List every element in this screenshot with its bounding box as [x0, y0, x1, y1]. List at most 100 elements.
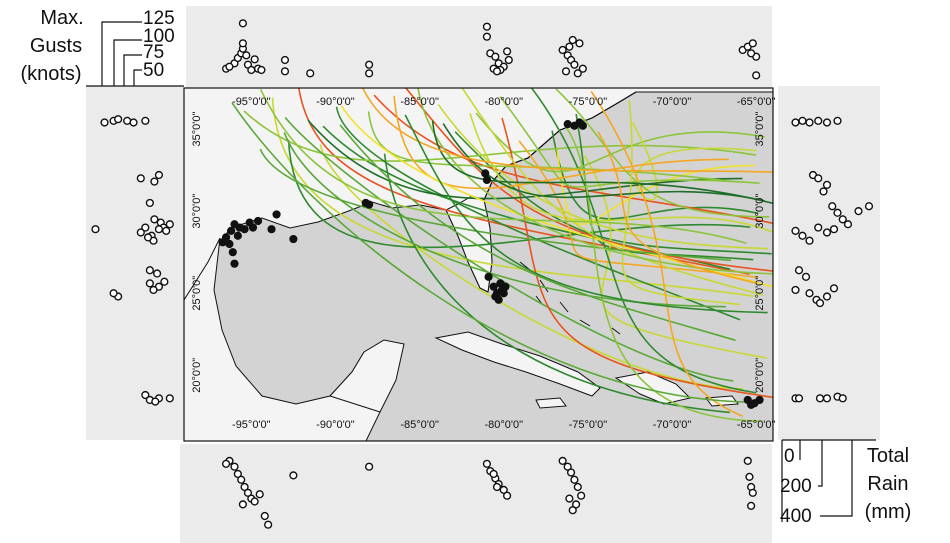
- bottom-rain-panel: [180, 444, 772, 543]
- lon-label-bottom: -85°0'0": [400, 419, 439, 431]
- gust-point: [151, 397, 160, 406]
- coordinate-labels: -95°0'0" -95°0'0" -90°0'0" -90°0'0" -85°0'0"…: [191, 96, 776, 431]
- gust-tick-100: 100: [143, 26, 175, 47]
- rain-point: [822, 180, 832, 189]
- lon-label-bottom: -90°0'0": [316, 419, 355, 431]
- lat-label-left: 25°0'0": [191, 276, 203, 311]
- gust-scale-label-1: Max.: [40, 7, 83, 29]
- rain-point: [563, 462, 572, 471]
- gust-point: [365, 60, 374, 69]
- rain-point: [221, 459, 231, 468]
- lon-label-bottom: -70°0'0": [653, 419, 692, 431]
- gust-point: [225, 62, 234, 71]
- lon-label-bottom: -75°0'0": [569, 419, 608, 431]
- landfall-point: [482, 175, 492, 185]
- storm-track: [597, 131, 756, 284]
- rain-point: [748, 488, 757, 497]
- landfall-point: [218, 238, 227, 247]
- gust-point: [306, 69, 315, 78]
- rain-point: [240, 482, 249, 492]
- landfall-point: [563, 120, 572, 129]
- storm-track: [431, 120, 773, 205]
- rain-point: [822, 394, 832, 403]
- rain-point: [819, 187, 828, 196]
- rain-point: [568, 506, 577, 515]
- rain-point: [805, 289, 814, 298]
- jamaica-land: [535, 397, 567, 409]
- rain-point: [243, 488, 253, 497]
- lon-label-top: -65°0'0": [737, 96, 776, 108]
- gust-point: [160, 277, 169, 286]
- gust-point: [91, 225, 100, 234]
- rain-point: [814, 116, 823, 125]
- bottom-rain-points: [221, 456, 757, 529]
- rain-point: [791, 285, 800, 295]
- storm-track: [551, 130, 759, 220]
- storm-track: [339, 124, 736, 342]
- rain-point: [838, 215, 847, 224]
- storm-track: [243, 110, 757, 162]
- rain-point: [833, 208, 842, 217]
- rain-point: [503, 491, 512, 500]
- gust-scale: Max. Gusts (knots) 125 100 75 50: [20, 7, 184, 87]
- gust-point: [568, 35, 577, 45]
- storm-track: [307, 119, 743, 200]
- lon-label-top: -95°0'0": [232, 96, 271, 108]
- landfall-point: [481, 169, 490, 178]
- map-frame: [183, 87, 774, 442]
- rain-point: [791, 118, 800, 127]
- landfall-point: [230, 259, 239, 268]
- gust-point: [150, 177, 159, 186]
- rain-tick-400: 400: [780, 506, 812, 527]
- rain-tick-200: 200: [780, 476, 812, 497]
- rain-scale-label-3: (mm): [865, 501, 912, 523]
- rain-point: [828, 202, 837, 211]
- lon-label-top: -90°0'0": [316, 96, 355, 108]
- gust-point: [238, 39, 248, 48]
- storm-track: [335, 106, 741, 321]
- bahamas-islands: [519, 261, 621, 335]
- gust-point: [165, 220, 174, 229]
- gust-point: [752, 71, 761, 80]
- landfall-point: [240, 225, 249, 234]
- rain-point: [798, 231, 807, 240]
- rain-point: [814, 223, 823, 232]
- rain-point: [289, 471, 298, 480]
- rain-tick-0: 0: [784, 446, 795, 467]
- rain-point: [260, 511, 269, 521]
- rain-point: [482, 459, 492, 468]
- gust-point: [503, 47, 512, 56]
- landfall-point: [747, 400, 756, 409]
- landfall-point: [484, 272, 493, 281]
- rain-point: [577, 491, 586, 500]
- rain-point: [829, 284, 839, 293]
- rain-point: [238, 500, 248, 509]
- landfall-point: [267, 225, 276, 234]
- map-panel: [184, 88, 773, 441]
- gust-point: [504, 55, 513, 65]
- gust-point: [578, 64, 587, 73]
- storm-track: [287, 139, 751, 249]
- storm-tracks: [231, 88, 773, 423]
- rain-point: [801, 272, 811, 281]
- landfall-point: [501, 282, 510, 291]
- gust-point: [242, 51, 251, 60]
- landfall-point: [578, 121, 587, 130]
- rain-point: [864, 202, 874, 211]
- gust-point: [136, 228, 145, 237]
- left-gust-points: [91, 115, 174, 406]
- gust-tick-50: 50: [143, 60, 164, 81]
- gust-point: [129, 118, 138, 127]
- left-gust-panel: [86, 86, 184, 440]
- rain-point: [492, 482, 502, 492]
- yucatan-land: [329, 339, 405, 413]
- rain-point: [815, 394, 825, 403]
- landfall-point: [494, 295, 503, 304]
- rain-point: [791, 226, 800, 235]
- rain-point: [829, 225, 839, 234]
- lon-label-bottom: -65°0'0": [737, 419, 776, 431]
- lon-label-top: -80°0'0": [484, 96, 523, 108]
- rain-point: [822, 228, 832, 237]
- gust-point: [162, 226, 171, 235]
- rain-point: [230, 462, 239, 471]
